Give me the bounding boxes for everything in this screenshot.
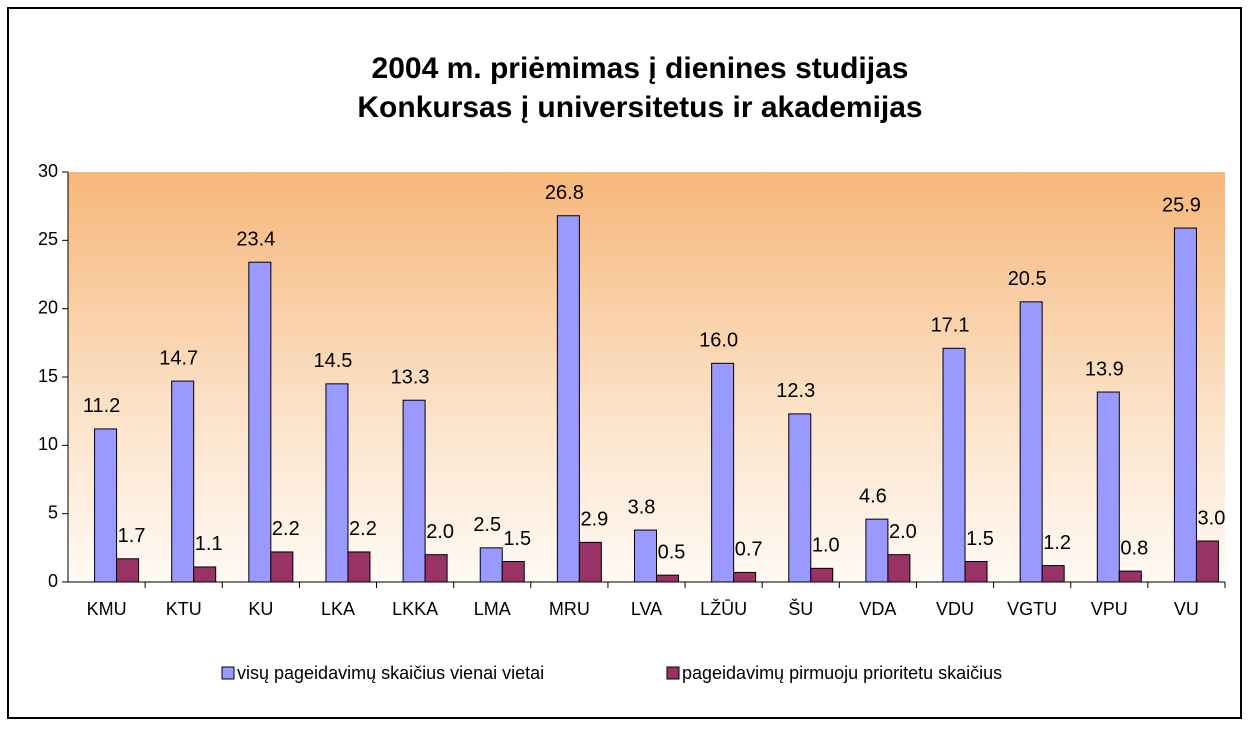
- bar: [865, 518, 889, 583]
- value-label: 13.3: [391, 367, 430, 389]
- value-label: 14.5: [313, 350, 352, 372]
- value-label: 25.9: [1162, 194, 1201, 216]
- bar: [325, 383, 349, 583]
- value-label: 23.4: [236, 228, 275, 250]
- y-tick-label: 0: [48, 571, 58, 591]
- value-label: 11.2: [83, 395, 120, 417]
- bar: [94, 428, 118, 583]
- value-label: 1.5: [966, 528, 994, 550]
- x-tick-label: VDU: [936, 599, 974, 619]
- value-label: 2.2: [349, 518, 377, 540]
- bar: [964, 561, 988, 583]
- chart-subtitle: Konkursas į universitetus ir akademijas: [357, 91, 922, 124]
- y-tick-label: 20: [38, 297, 58, 317]
- bar: [248, 261, 272, 583]
- bar: [810, 567, 834, 583]
- x-tick-label: LVA: [631, 599, 662, 619]
- value-label: 1.5: [503, 528, 531, 550]
- bar: [347, 551, 371, 583]
- bar: [193, 566, 217, 583]
- x-tick-label: KTU: [166, 599, 202, 619]
- x-tick-label: VU: [1174, 599, 1199, 619]
- y-tick-label: 15: [38, 366, 58, 386]
- x-tick-label: LKKA: [392, 599, 438, 619]
- value-label: 4.6: [859, 485, 887, 507]
- value-label: 12.3: [776, 380, 815, 402]
- bar: [171, 380, 195, 583]
- value-label: 0.7: [735, 539, 763, 561]
- bar: [270, 551, 294, 583]
- bar: [1019, 301, 1043, 583]
- x-tick-label: VPU: [1091, 599, 1128, 619]
- bar: [501, 561, 525, 583]
- x-tick-label: KMU: [87, 599, 127, 619]
- legend-swatch: [666, 666, 680, 680]
- y-tick-label: 5: [48, 502, 58, 522]
- value-label: 13.9: [1085, 358, 1124, 380]
- x-tick-label: VGTU: [1007, 599, 1057, 619]
- value-label: 16.0: [699, 330, 738, 352]
- bar: [556, 215, 580, 583]
- bar: [788, 413, 812, 583]
- value-label: 20.5: [1008, 268, 1047, 290]
- value-label: 14.7: [159, 347, 198, 369]
- x-tick-label: MRU: [549, 599, 590, 619]
- value-label: 2.9: [580, 509, 608, 531]
- value-label: 1.1: [195, 533, 223, 555]
- bar: [711, 362, 735, 583]
- value-label: 3.0: [1198, 507, 1226, 529]
- x-tick-label: ŠU: [788, 598, 813, 619]
- value-label: 26.8: [545, 182, 584, 204]
- x-tick-label: KU: [248, 599, 273, 619]
- legend-label: visų pageidavimų skaičius vienai vietai: [237, 663, 544, 683]
- legend-label: pageidavimų pirmuoju prioritetu skaičius: [682, 663, 1002, 683]
- x-tick-label: LKA: [321, 599, 355, 619]
- bar: [1041, 565, 1065, 583]
- bar: [1118, 570, 1142, 583]
- value-label: 3.8: [628, 496, 656, 518]
- bar: [578, 541, 602, 583]
- value-label: 1.0: [812, 535, 840, 557]
- value-label: 2.0: [889, 521, 917, 543]
- value-label: 2.5: [473, 514, 501, 536]
- chart-title: 2004 m. priėmimas į dienines studijas: [372, 52, 909, 85]
- x-tick-label: LŽŪU: [700, 599, 747, 619]
- y-tick-label: 25: [38, 229, 58, 249]
- y-tick-label: 30: [38, 161, 58, 181]
- bar: [942, 347, 966, 583]
- bar: [887, 554, 911, 583]
- value-label: 17.1: [931, 315, 970, 337]
- bar: [116, 558, 140, 583]
- legend-swatch: [221, 666, 235, 680]
- value-label: 1.2: [1043, 532, 1071, 554]
- value-label: 2.2: [272, 518, 300, 540]
- value-label: 1.7: [118, 525, 146, 547]
- bar: [1195, 540, 1219, 583]
- x-tick-label: VDA: [859, 599, 896, 619]
- bar: [634, 529, 657, 583]
- y-tick-label: 10: [38, 434, 58, 454]
- bar: [1096, 391, 1120, 583]
- value-label: 0.8: [1120, 537, 1148, 559]
- bar: [479, 547, 503, 583]
- value-label: 2.0: [426, 521, 454, 543]
- bar: [656, 574, 679, 583]
- x-tick-label: LMA: [474, 599, 511, 619]
- bar: [424, 554, 448, 583]
- bar: [1173, 227, 1197, 583]
- value-label: 0.5: [658, 541, 686, 563]
- bar: [733, 571, 757, 583]
- bar: [402, 399, 426, 583]
